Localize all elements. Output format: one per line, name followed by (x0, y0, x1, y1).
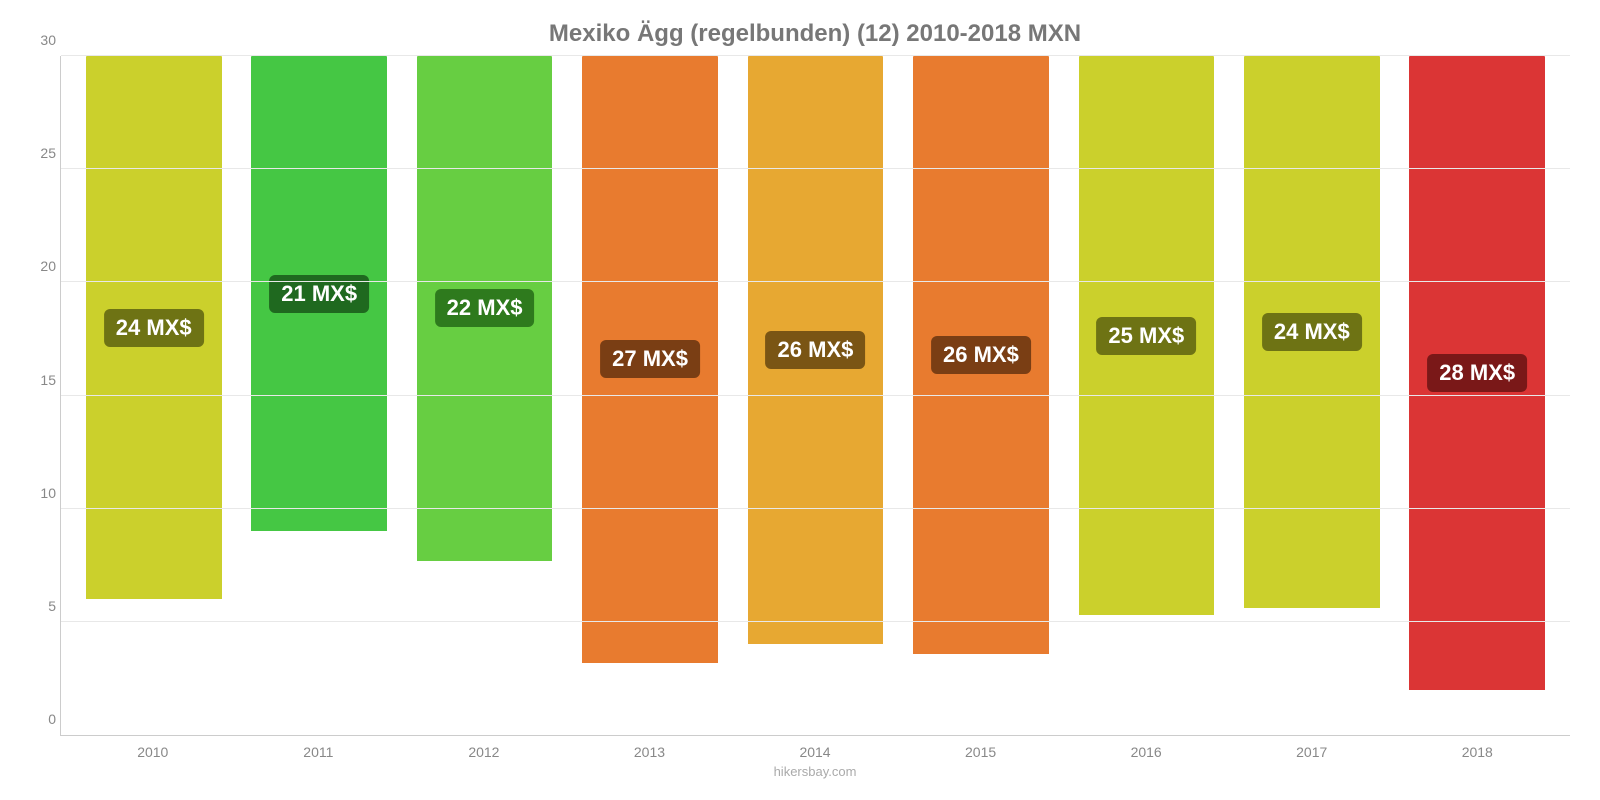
x-tick-label: 2016 (1063, 744, 1229, 760)
bar-value-label: 24 MX$ (104, 309, 204, 347)
bars-group: 24 MX$ 21 MX$ 22 MX$ 27 MX$ 26 MX$ 26 MX$ 25 M… (61, 56, 1570, 735)
bar-slot: 28 MX$ (1395, 56, 1560, 735)
bar-slot: 26 MX$ (733, 56, 898, 735)
plot-area: 24 MX$ 21 MX$ 22 MX$ 27 MX$ 26 MX$ 26 MX$ 25 M… (60, 56, 1570, 736)
x-tick-label: 2014 (732, 744, 898, 760)
attribution-text: hikersbay.com (60, 764, 1570, 779)
bar-value-label: 26 MX$ (931, 336, 1031, 374)
bar: 24 MX$ (86, 56, 222, 599)
bar: 24 MX$ (1244, 56, 1380, 608)
y-tick-label: 5 (16, 598, 56, 614)
x-tick-label: 2013 (567, 744, 733, 760)
y-tick-label: 0 (16, 711, 56, 727)
x-tick-label: 2011 (236, 744, 402, 760)
x-tick-label: 2012 (401, 744, 567, 760)
x-tick-label: 2018 (1395, 744, 1561, 760)
x-axis-labels: 201020112012201320142015201620172018 (60, 736, 1570, 760)
y-tick-label: 25 (16, 145, 56, 161)
bar-slot: 24 MX$ (1229, 56, 1394, 735)
bar: 26 MX$ (913, 56, 1049, 654)
y-tick-label: 15 (16, 372, 56, 388)
bar: 21 MX$ (251, 56, 387, 531)
bar: 27 MX$ (582, 56, 718, 663)
bar-slot: 26 MX$ (898, 56, 1063, 735)
x-tick-label: 2010 (70, 744, 236, 760)
bar-value-label: 28 MX$ (1427, 354, 1527, 392)
bar-slot: 22 MX$ (402, 56, 567, 735)
bar-slot: 24 MX$ (71, 56, 236, 735)
bar-slot: 25 MX$ (1064, 56, 1229, 735)
x-tick-label: 2015 (898, 744, 1064, 760)
grid-line (61, 395, 1570, 396)
grid-line (61, 508, 1570, 509)
grid-line (61, 621, 1570, 622)
y-tick-label: 20 (16, 258, 56, 274)
y-tick-label: 10 (16, 485, 56, 501)
bar: 25 MX$ (1079, 56, 1215, 615)
bar-value-label: 24 MX$ (1262, 313, 1362, 351)
bar-value-label: 25 MX$ (1096, 317, 1196, 355)
chart-title: Mexiko Ägg (regelbunden) (12) 2010-2018 … (60, 20, 1570, 48)
bar: 28 MX$ (1409, 56, 1545, 690)
bar-slot: 21 MX$ (236, 56, 401, 735)
bar: 22 MX$ (417, 56, 553, 561)
bar-value-label: 26 MX$ (766, 331, 866, 369)
chart-container: Mexiko Ägg (regelbunden) (12) 2010-2018 … (0, 0, 1600, 800)
bar-value-label: 21 MX$ (269, 275, 369, 313)
grid-line (61, 168, 1570, 169)
bar-value-label: 27 MX$ (600, 340, 700, 378)
bar: 26 MX$ (748, 56, 884, 644)
grid-line (61, 55, 1570, 56)
x-tick-label: 2017 (1229, 744, 1395, 760)
bar-slot: 27 MX$ (567, 56, 732, 735)
grid-line (61, 281, 1570, 282)
bar-value-label: 22 MX$ (435, 289, 535, 327)
y-tick-label: 30 (16, 32, 56, 48)
